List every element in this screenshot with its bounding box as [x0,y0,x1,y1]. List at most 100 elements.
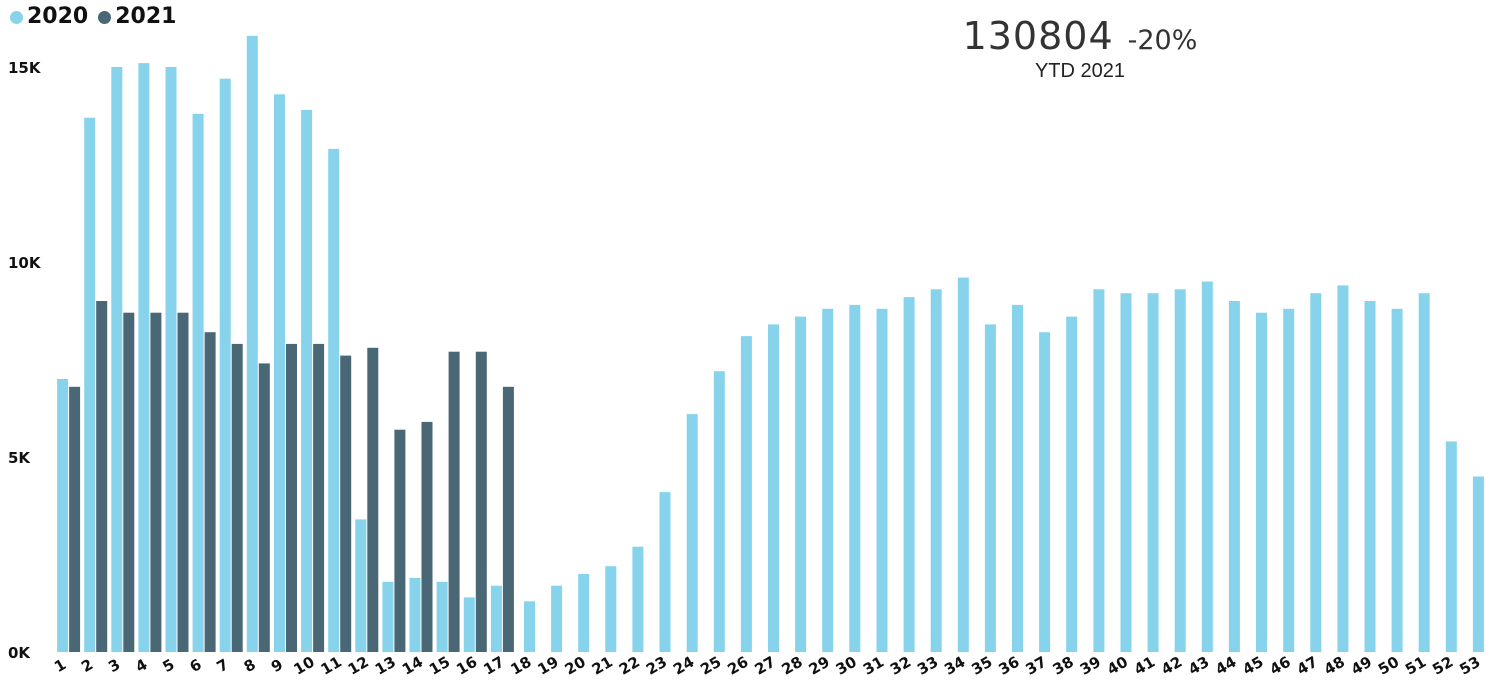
bar-2020-week-53[interactable] [1472,476,1484,653]
bar-2021-week-17[interactable] [502,386,514,652]
bar-2021-week-15[interactable] [448,351,460,652]
bar-2020-week-3[interactable] [111,67,123,652]
bar-2021-week-4[interactable] [150,312,162,652]
legend-dot-2020 [10,10,23,24]
bar-2020-week-29[interactable] [822,308,834,652]
bar-2020-week-36[interactable] [1012,304,1023,652]
x-tick-label: 52 [1429,653,1456,679]
x-tick-label: 47 [1294,653,1321,679]
bar-2020-week-12[interactable] [355,519,367,652]
x-tick-label: 18 [507,653,534,679]
bar-2020-week-17[interactable] [490,585,502,652]
bar-2020-week-20[interactable] [578,574,590,652]
bar-2020-week-22[interactable] [632,546,644,652]
bar-2020-week-37[interactable] [1039,332,1051,652]
bar-2020-week-50[interactable] [1391,308,1403,652]
x-tick-label: 5 [159,655,177,676]
bar-2020-week-11[interactable] [328,148,340,652]
x-tick-label: 34 [941,653,968,679]
bar-2020-week-23[interactable] [659,492,671,652]
bar-2021-week-9[interactable] [286,343,297,652]
bar-2020-week-15[interactable] [436,581,448,652]
bar-2021-week-7[interactable] [231,343,243,652]
bar-2020-week-8[interactable] [246,35,258,653]
bar-2021-week-13[interactable] [394,429,406,652]
bar-2021-week-14[interactable] [421,421,433,652]
bar-2020-week-16[interactable] [463,597,475,652]
x-tick-label: 22 [616,653,643,679]
bar-2021-week-6[interactable] [204,332,216,652]
bar-2021-week-16[interactable] [475,351,487,652]
bar-2020-week-18[interactable] [524,601,535,652]
kpi-card: 130804 -20% YTD 2021 [940,14,1220,83]
bar-2020-week-52[interactable] [1445,441,1457,652]
bar-2021-week-8[interactable] [258,363,270,652]
bar-2020-week-35[interactable] [984,324,996,652]
legend-item-2020[interactable]: 2020 [10,2,88,32]
bar-2020-week-44[interactable] [1228,301,1240,652]
x-tick-label: 20 [562,653,589,679]
bar-2020-week-33[interactable] [930,289,942,652]
x-tick-label: 31 [860,653,887,679]
x-tick-label: 41 [1131,653,1158,679]
bar-2021-week-2[interactable] [96,301,108,652]
bar-2020-week-5[interactable] [165,67,177,652]
x-tick-label: 45 [1239,653,1266,679]
x-tick-label: 25 [697,653,724,679]
bar-2020-week-43[interactable] [1201,281,1213,653]
bar-2020-week-46[interactable] [1283,308,1295,652]
y-tick-label: 5K [8,449,31,467]
bar-2020-week-30[interactable] [849,304,861,652]
bar-2021-week-5[interactable] [177,312,189,652]
bar-2020-week-24[interactable] [686,414,698,652]
bar-2020-week-2[interactable] [84,117,96,652]
bar-2020-week-19[interactable] [551,585,563,652]
x-tick-label: 39 [1077,653,1104,679]
kpi-label: YTD 2021 [1034,60,1126,82]
y-tick-label: 10K [8,254,42,272]
bar-2020-week-38[interactable] [1066,316,1078,652]
bar-2021-week-11[interactable] [340,355,352,652]
bar-2020-week-4[interactable] [138,63,150,653]
bar-2020-week-27[interactable] [768,324,779,652]
bar-2020-week-32[interactable] [903,297,915,652]
bar-2020-week-7[interactable] [219,78,231,652]
x-tick-label: 12 [345,653,372,679]
bar-2020-week-1[interactable] [57,379,69,652]
bar-2021-week-1[interactable] [69,386,81,652]
bar-2020-week-10[interactable] [301,109,313,652]
bar-2020-week-49[interactable] [1364,301,1376,652]
legend: 2020 2021 [10,2,186,32]
bar-2020-week-31[interactable] [876,308,888,652]
bar-2020-week-13[interactable] [382,581,394,652]
bar-2020-week-26[interactable] [740,336,752,652]
bar-2020-week-9[interactable] [274,94,285,653]
bar-2020-week-48[interactable] [1337,285,1349,652]
legend-item-2021[interactable]: 2021 [98,2,176,32]
bars [57,35,1484,653]
x-tick-label: 32 [887,653,914,679]
bar-2021-week-3[interactable] [123,312,135,652]
bar-2020-week-21[interactable] [605,566,617,652]
bar-2020-week-25[interactable] [713,371,725,652]
legend-label-2020: 2020 [27,4,89,29]
bar-2020-week-41[interactable] [1147,293,1159,652]
x-tick-label: 6 [187,655,205,676]
bar-2020-week-45[interactable] [1256,312,1267,652]
bar-2020-week-40[interactable] [1120,293,1132,652]
bar-2020-week-51[interactable] [1418,293,1430,652]
bar-2020-week-6[interactable] [192,113,204,653]
x-tick-label: 46 [1267,653,1294,679]
bar-2021-week-12[interactable] [367,347,379,652]
bar-2020-week-34[interactable] [957,277,969,652]
bar-2020-week-28[interactable] [795,316,807,652]
bar-2020-week-47[interactable] [1310,293,1322,652]
bar-2020-week-39[interactable] [1093,289,1105,652]
x-tick-label: 14 [399,653,426,679]
y-tick-label: 15K [8,59,42,77]
bar-2021-week-10[interactable] [313,343,325,652]
bar-2020-week-14[interactable] [409,577,421,652]
x-tick-label: 29 [806,653,833,679]
bar-2020-week-42[interactable] [1174,289,1186,652]
